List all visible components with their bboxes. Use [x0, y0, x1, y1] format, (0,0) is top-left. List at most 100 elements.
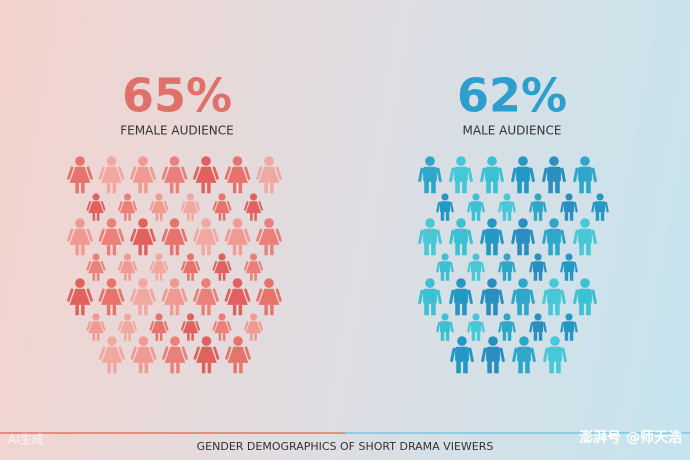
head [503, 313, 511, 321]
leg [431, 180, 436, 194]
leg [124, 333, 127, 341]
leg [548, 302, 553, 316]
leg [502, 271, 507, 281]
female-icon [130, 218, 156, 256]
leg [112, 182, 117, 194]
leg [455, 180, 460, 194]
dress [119, 201, 136, 214]
leg [124, 213, 127, 221]
arms [67, 288, 93, 302]
leg [264, 182, 268, 194]
leg [124, 273, 127, 281]
dress [258, 228, 280, 245]
leg [486, 180, 491, 194]
male-icon [449, 218, 473, 256]
female-icon [193, 336, 220, 374]
female-icon [225, 336, 251, 374]
leg [170, 362, 174, 374]
leg [564, 331, 569, 341]
arms [481, 347, 505, 363]
head [503, 253, 511, 261]
head [487, 156, 497, 166]
leg [233, 362, 237, 374]
dress [258, 166, 280, 183]
arms [449, 167, 473, 183]
arms [180, 321, 201, 331]
leg [595, 211, 600, 221]
leg [538, 271, 543, 281]
head [138, 218, 148, 228]
leg [106, 182, 111, 194]
leg [476, 271, 481, 281]
leg [507, 331, 512, 341]
arms [573, 289, 597, 305]
arms [130, 288, 156, 302]
leg [600, 211, 605, 221]
leg [96, 213, 100, 221]
leg [445, 331, 450, 341]
arms [560, 261, 578, 273]
female-icon [256, 218, 282, 256]
dress [245, 261, 262, 274]
leg [144, 362, 149, 374]
leg [159, 213, 163, 221]
leg [201, 304, 205, 316]
female-icon [243, 253, 264, 281]
head [264, 218, 274, 228]
torso [516, 288, 530, 304]
head [75, 218, 85, 228]
female-icon [180, 193, 201, 221]
female-icon [98, 156, 125, 194]
leg [424, 302, 429, 316]
torso [423, 288, 437, 304]
arms [418, 289, 442, 305]
arms [498, 201, 516, 213]
female-icon [117, 193, 138, 221]
arms [161, 166, 188, 180]
leg [138, 304, 142, 316]
male-icon [498, 253, 516, 281]
dress [101, 346, 123, 363]
dress [227, 228, 248, 245]
head [249, 253, 258, 261]
male-icon [511, 218, 535, 256]
leg [75, 244, 79, 256]
arms [256, 288, 282, 302]
head [518, 218, 528, 228]
leg [431, 242, 436, 256]
male-icon [560, 253, 578, 281]
leg [96, 333, 100, 341]
arms [224, 288, 251, 302]
dress [214, 321, 230, 334]
leg [238, 244, 243, 256]
male-icon [449, 156, 473, 194]
male-icon [436, 193, 454, 221]
torso [501, 321, 513, 333]
leg [517, 302, 522, 316]
arms [436, 201, 454, 213]
head [201, 156, 211, 166]
dress [151, 201, 167, 214]
leg [107, 362, 111, 374]
dress [164, 346, 186, 363]
torso [485, 228, 499, 244]
dress [164, 166, 185, 183]
head [201, 218, 211, 228]
leg [169, 244, 174, 256]
torso [454, 228, 468, 244]
torso [470, 201, 482, 213]
leg [159, 273, 163, 281]
head [201, 336, 212, 346]
arms [86, 261, 106, 271]
male-icon [418, 156, 442, 194]
leg [191, 333, 194, 341]
female-icon [98, 218, 125, 256]
head [155, 313, 163, 321]
arms [467, 261, 485, 273]
torso [455, 346, 469, 362]
head [186, 193, 195, 201]
head [534, 313, 542, 321]
torso [439, 201, 451, 213]
head [169, 278, 180, 288]
